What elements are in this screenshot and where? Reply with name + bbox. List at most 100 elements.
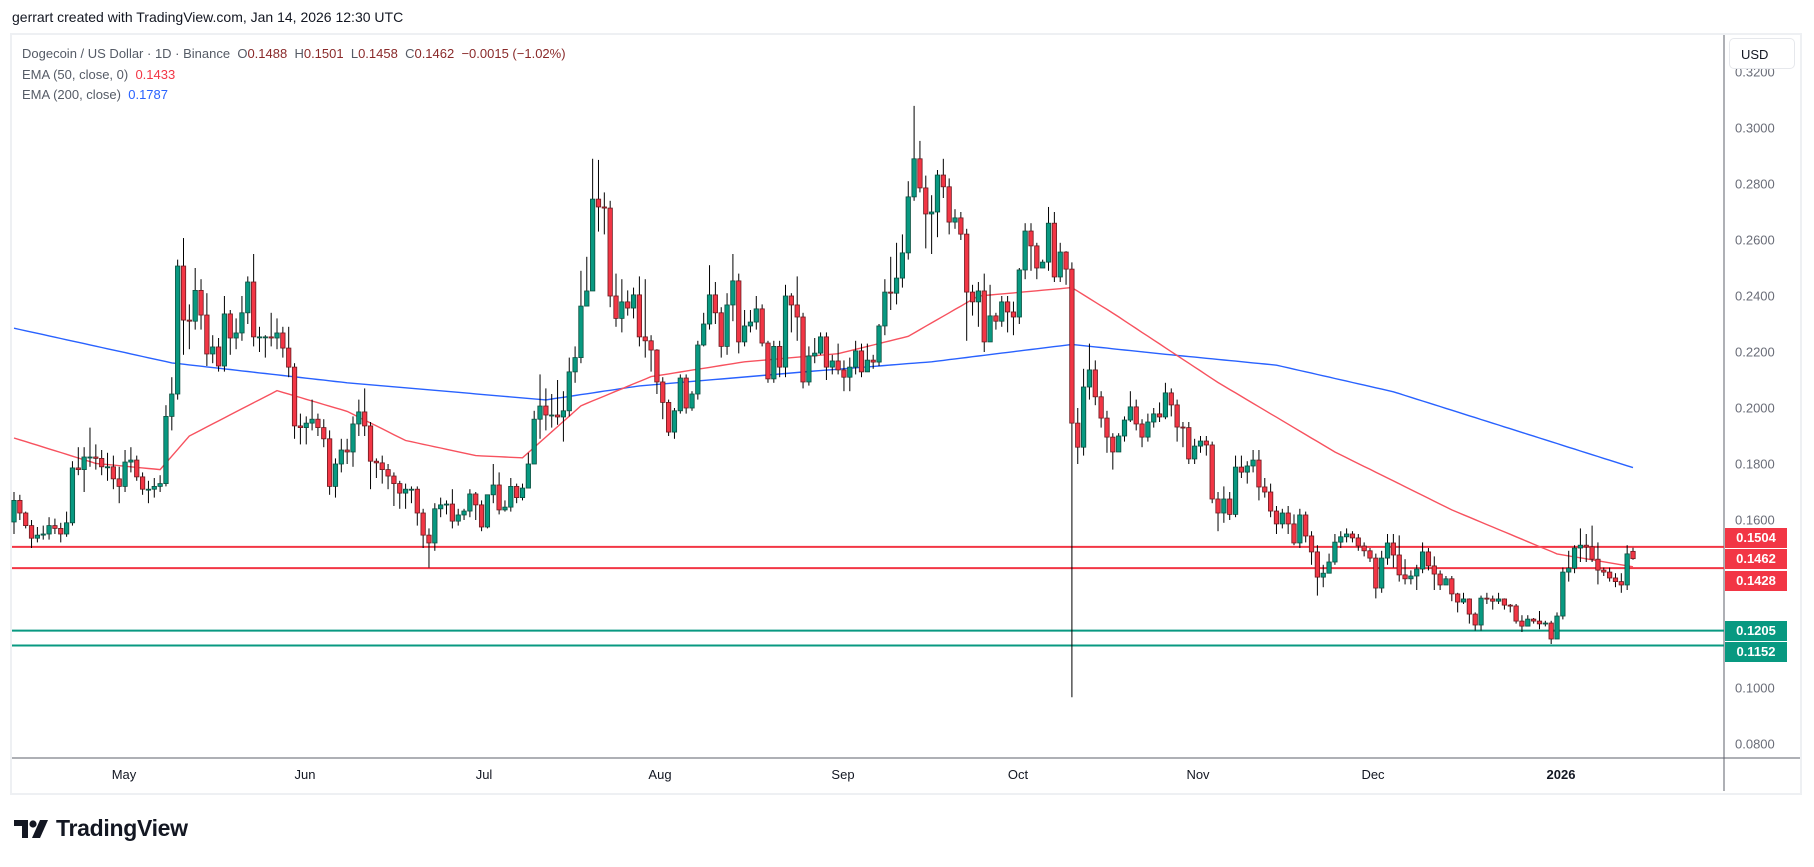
time-tick-label: May — [111, 767, 137, 782]
candle-body-down — [280, 332, 286, 349]
candle-body-up — [899, 252, 906, 279]
currency-button[interactable]: USD — [1729, 38, 1795, 69]
candle-body-down — [1507, 604, 1513, 607]
price-tick-label: 0.1600 — [1735, 512, 1775, 528]
candle-body-up — [1320, 572, 1326, 578]
candle-body-down — [1513, 605, 1519, 622]
symbol-title[interactable]: Dogecoin / US Dollar · 1D · Binance — [22, 46, 231, 61]
candle-body-up — [408, 488, 415, 491]
candle — [847, 357, 853, 392]
time-tick-label: Jun — [294, 767, 316, 782]
candle-body-down — [473, 493, 479, 506]
legend-ema50-row[interactable]: EMA (50, close, 0) 0.1433 — [22, 67, 175, 82]
candle-body-down — [1490, 598, 1496, 602]
candle-body-up — [1080, 386, 1087, 448]
candle — [964, 228, 970, 341]
candle-body-down — [426, 534, 432, 544]
candle-body-down — [58, 528, 64, 535]
candle-body-down — [1472, 613, 1478, 626]
candle-body-down — [23, 512, 29, 527]
time-tick-label: 2026 — [1546, 767, 1576, 782]
candle — [911, 105, 917, 201]
candle-body-down — [1589, 546, 1595, 560]
candle-body-up — [817, 336, 824, 354]
ema200-label: EMA (200, close) — [22, 87, 121, 102]
candle-body-down — [251, 281, 257, 338]
candle-body-up — [157, 483, 163, 487]
candle — [689, 391, 695, 411]
candle-body-down — [642, 336, 648, 342]
candle-body-down — [1355, 537, 1361, 547]
price-label-last: 0.1462 — [1725, 549, 1787, 569]
candle — [1554, 612, 1560, 640]
candle — [455, 508, 461, 526]
candle — [280, 326, 286, 358]
candle — [1203, 436, 1209, 456]
candle-body-up — [1022, 230, 1028, 271]
footer-brand: TradingView — [56, 815, 188, 841]
candle — [1355, 534, 1361, 551]
candle — [379, 455, 385, 484]
candle — [1449, 576, 1455, 602]
candle — [64, 511, 70, 537]
candle-body-down — [1139, 423, 1145, 438]
candle-body-up — [566, 371, 572, 412]
candle — [484, 494, 491, 529]
price-tick-label: 0.2400 — [1735, 288, 1775, 304]
legend-ema200-row[interactable]: EMA (200, close) 0.1787 — [22, 87, 168, 102]
candle-body-up — [1057, 251, 1063, 278]
candle — [1425, 548, 1432, 571]
candle-body-down — [1607, 571, 1613, 579]
candle-body-down — [1455, 593, 1461, 603]
candle-body-down — [1098, 396, 1104, 419]
candle-body-down — [1034, 245, 1040, 269]
price-label-level: 0.1428 — [1725, 571, 1787, 591]
candle — [198, 279, 204, 330]
candle-body-up — [1127, 406, 1133, 421]
candle — [478, 500, 485, 532]
candle — [362, 388, 368, 436]
candle — [817, 332, 824, 355]
candle — [1180, 422, 1186, 448]
candle — [1566, 550, 1572, 582]
candle-body-down — [1402, 574, 1408, 580]
candle — [1618, 573, 1624, 593]
candle — [1268, 483, 1274, 518]
candle — [169, 377, 175, 431]
candle-body-down — [625, 301, 631, 309]
candle — [139, 472, 146, 495]
candle-body-up — [169, 393, 175, 417]
candle-body-down — [800, 316, 806, 383]
candle — [905, 181, 911, 260]
footer-logo[interactable]: TradingView — [14, 815, 188, 842]
candle-body-down — [116, 478, 122, 487]
candle — [1402, 559, 1408, 585]
candle — [578, 270, 584, 364]
candle — [210, 335, 216, 364]
candle — [1092, 360, 1098, 406]
candle — [1010, 301, 1017, 336]
candle — [1227, 492, 1233, 520]
candle — [1455, 592, 1461, 613]
candle-body-up — [402, 488, 409, 494]
candle-body-down — [777, 345, 783, 368]
candle-body-up — [853, 350, 859, 368]
candle — [706, 265, 713, 330]
candle-body-up — [245, 281, 251, 314]
time-tick-label: Aug — [648, 767, 672, 782]
candle — [543, 388, 549, 431]
candle-body-down — [373, 460, 379, 464]
open-value: 0.1488 — [247, 46, 288, 61]
candle-body-up — [145, 488, 152, 491]
time-tick-label: Oct — [1007, 767, 1029, 782]
candle — [268, 312, 274, 347]
candle — [759, 304, 765, 347]
candle-body-down — [1548, 622, 1554, 640]
candle — [1536, 611, 1543, 630]
chart-pane[interactable] — [10, 33, 1802, 795]
candle — [701, 312, 707, 347]
candle-body-down — [870, 359, 876, 363]
candle-body-down — [923, 187, 929, 215]
candle — [227, 310, 233, 355]
